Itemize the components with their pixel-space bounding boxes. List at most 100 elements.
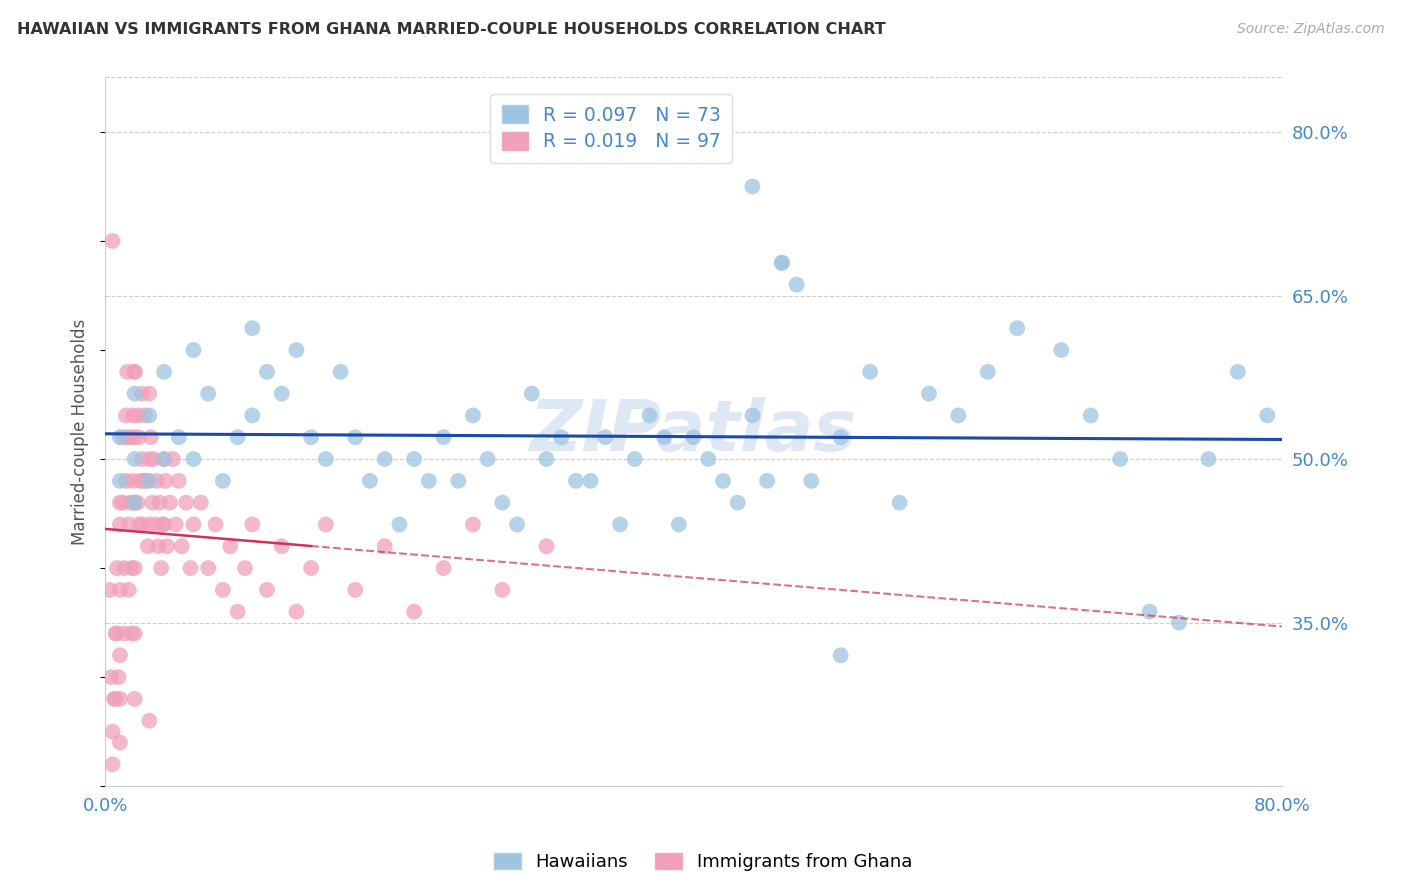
Point bbox=[129, 474, 152, 488]
Point bbox=[1139, 605, 1161, 619]
Text: HAWAIIAN VS IMMIGRANTS FROM GHANA MARRIED-COUPLE HOUSEHOLDS CORRELATION CHART: HAWAIIAN VS IMMIGRANTS FROM GHANA MARRIE… bbox=[17, 22, 886, 37]
Point bbox=[204, 517, 226, 532]
Point bbox=[226, 430, 249, 444]
Point bbox=[108, 517, 131, 532]
Point bbox=[623, 452, 645, 467]
Point bbox=[108, 735, 131, 749]
Point bbox=[153, 452, 176, 467]
Point bbox=[122, 474, 145, 488]
Point bbox=[183, 343, 205, 357]
Point bbox=[108, 692, 131, 706]
Point bbox=[461, 409, 484, 423]
Point bbox=[155, 474, 177, 488]
Point bbox=[388, 517, 411, 532]
Point bbox=[344, 582, 367, 597]
Point bbox=[461, 517, 484, 532]
Point bbox=[112, 561, 135, 575]
Point bbox=[143, 517, 166, 532]
Point bbox=[124, 386, 146, 401]
Point bbox=[240, 409, 263, 423]
Point bbox=[122, 409, 145, 423]
Point bbox=[124, 626, 146, 640]
Point bbox=[153, 517, 176, 532]
Point bbox=[374, 452, 396, 467]
Point bbox=[741, 409, 763, 423]
Point bbox=[1226, 365, 1249, 379]
Point bbox=[174, 496, 197, 510]
Point bbox=[536, 452, 558, 467]
Point bbox=[108, 496, 131, 510]
Point bbox=[219, 539, 242, 553]
Point bbox=[118, 517, 141, 532]
Point bbox=[124, 496, 146, 510]
Point bbox=[121, 561, 143, 575]
Point bbox=[830, 430, 852, 444]
Point bbox=[150, 561, 173, 575]
Point bbox=[108, 648, 131, 663]
Point bbox=[131, 386, 153, 401]
Point bbox=[1197, 452, 1219, 467]
Point bbox=[212, 474, 235, 488]
Point bbox=[118, 582, 141, 597]
Point bbox=[1080, 409, 1102, 423]
Point bbox=[491, 582, 513, 597]
Point bbox=[315, 452, 337, 467]
Point bbox=[128, 430, 150, 444]
Legend: Hawaiians, Immigrants from Ghana: Hawaiians, Immigrants from Ghana bbox=[486, 846, 920, 879]
Point bbox=[152, 517, 174, 532]
Point bbox=[727, 496, 749, 510]
Point bbox=[180, 561, 202, 575]
Point bbox=[138, 452, 160, 467]
Point bbox=[124, 692, 146, 706]
Point bbox=[108, 474, 131, 488]
Point bbox=[124, 430, 146, 444]
Point bbox=[579, 474, 602, 488]
Point bbox=[197, 386, 219, 401]
Y-axis label: Married-couple Households: Married-couple Households bbox=[72, 318, 89, 545]
Point bbox=[127, 409, 149, 423]
Point bbox=[270, 386, 292, 401]
Point bbox=[520, 386, 543, 401]
Point bbox=[344, 430, 367, 444]
Point bbox=[103, 692, 125, 706]
Point bbox=[101, 757, 124, 772]
Point bbox=[1109, 452, 1132, 467]
Point bbox=[128, 517, 150, 532]
Point bbox=[156, 539, 179, 553]
Point bbox=[270, 539, 292, 553]
Point bbox=[418, 474, 440, 488]
Point bbox=[107, 670, 129, 684]
Point bbox=[124, 365, 146, 379]
Point bbox=[101, 234, 124, 248]
Point bbox=[240, 517, 263, 532]
Point bbox=[256, 582, 278, 597]
Point bbox=[565, 474, 588, 488]
Point bbox=[127, 496, 149, 510]
Point bbox=[550, 430, 572, 444]
Point bbox=[105, 561, 128, 575]
Point bbox=[134, 409, 156, 423]
Point bbox=[491, 496, 513, 510]
Point bbox=[111, 496, 134, 510]
Point bbox=[240, 321, 263, 335]
Point bbox=[786, 277, 808, 292]
Point bbox=[404, 605, 426, 619]
Point bbox=[124, 365, 146, 379]
Point bbox=[299, 430, 322, 444]
Point bbox=[131, 452, 153, 467]
Point bbox=[299, 561, 322, 575]
Point bbox=[138, 517, 160, 532]
Point bbox=[800, 474, 823, 488]
Point bbox=[1050, 343, 1073, 357]
Point bbox=[477, 452, 499, 467]
Point bbox=[162, 452, 184, 467]
Point bbox=[114, 409, 136, 423]
Text: Source: ZipAtlas.com: Source: ZipAtlas.com bbox=[1237, 22, 1385, 37]
Point bbox=[153, 365, 176, 379]
Point bbox=[859, 365, 882, 379]
Point bbox=[165, 517, 187, 532]
Point bbox=[146, 539, 169, 553]
Point bbox=[141, 496, 163, 510]
Point bbox=[132, 474, 155, 488]
Point bbox=[756, 474, 779, 488]
